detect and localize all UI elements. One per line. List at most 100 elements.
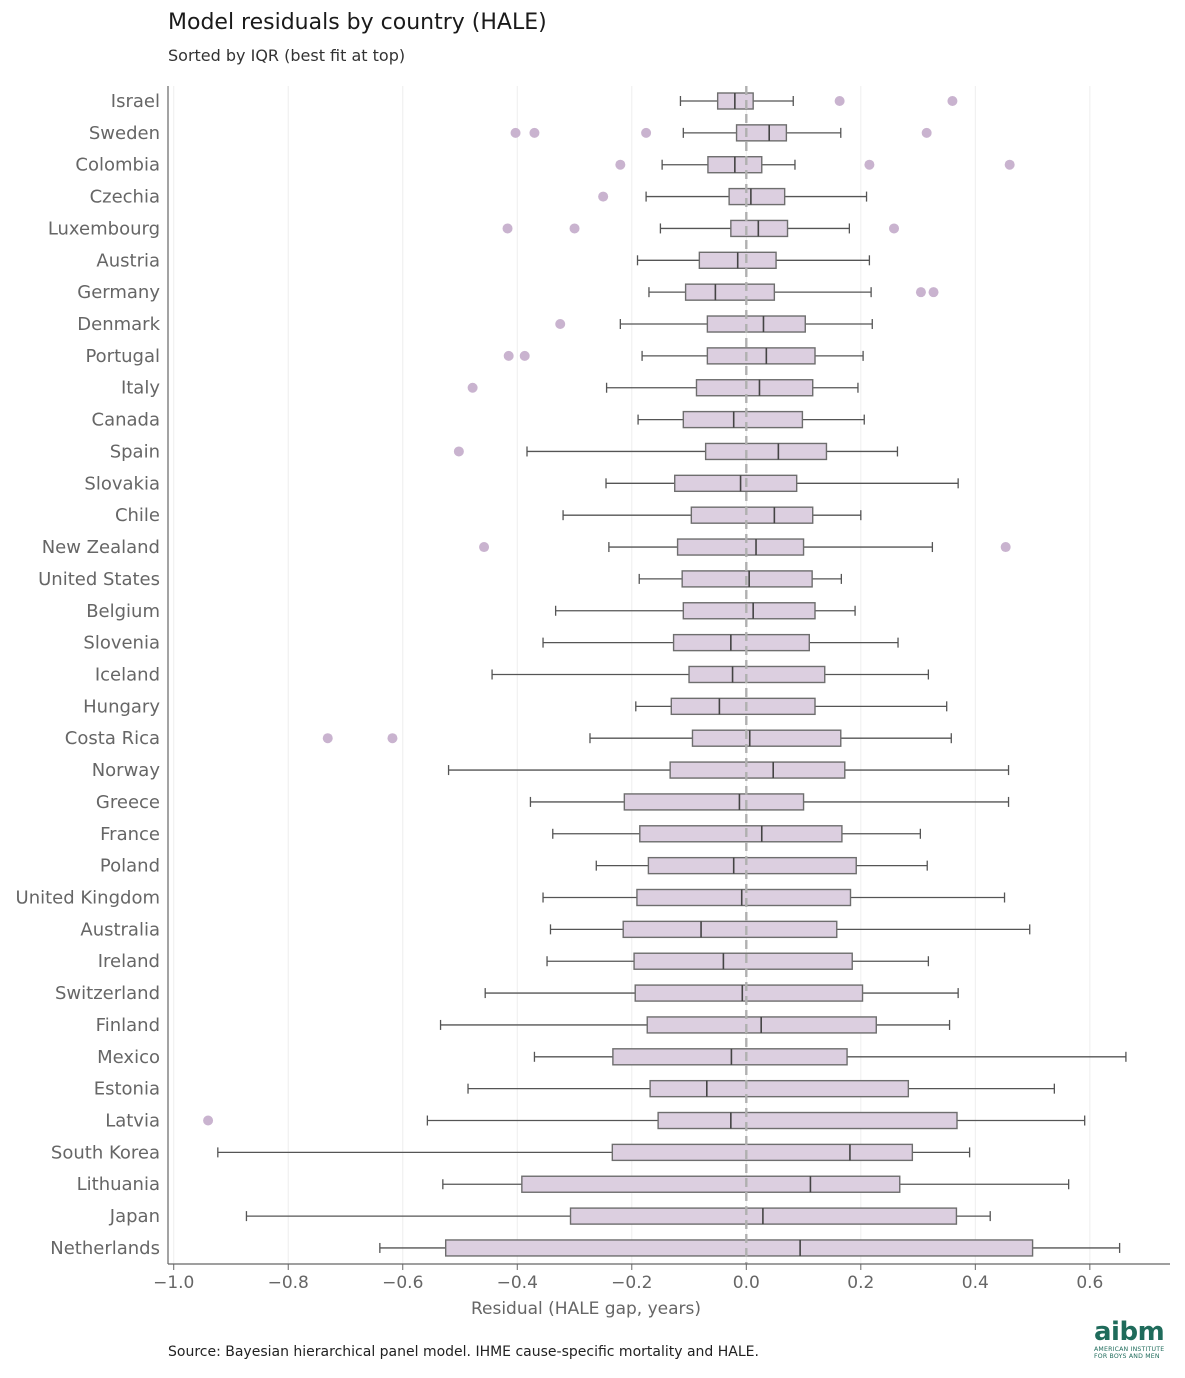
box-slovenia	[672, 633, 810, 652]
box-united-kingdom	[636, 888, 852, 907]
country-label-greece: Greece	[96, 792, 160, 813]
box-czechia	[728, 187, 786, 206]
country-label-sweden: Sweden	[89, 123, 160, 144]
box-sweden	[735, 124, 788, 142]
country-label-poland: Poland	[100, 856, 160, 877]
country-label-japan: Japan	[109, 1206, 160, 1227]
box-norway	[669, 761, 846, 779]
country-label-colombia: Colombia	[75, 155, 160, 176]
x-tick-labels: −1.0 −0.8 −0.6 −0.4 −0.2 0.0 0.2 0.4 0.6	[153, 1273, 1103, 1293]
box-chile	[690, 506, 814, 524]
box-costa-rica	[691, 729, 842, 747]
outlier-sweden-3	[921, 127, 932, 138]
box-portugal	[706, 347, 816, 365]
country-label-belgium: Belgium	[86, 601, 160, 622]
country-label-spain: Spain	[110, 441, 160, 462]
country-label-new-zealand: New Zealand	[42, 537, 160, 558]
outlier-germany-0	[915, 287, 926, 298]
box-luxembourg	[730, 219, 789, 238]
country-label-denmark: Denmark	[77, 314, 160, 335]
outlier-colombia-2	[1004, 159, 1015, 170]
box-belgium	[682, 602, 816, 620]
whiskers-layer	[217, 96, 1127, 1253]
country-label-netherlands: Netherlands	[50, 1238, 160, 1259]
box-greece	[623, 793, 805, 811]
x-tick-label-7: 0.4	[962, 1273, 989, 1293]
x-tick-label-0: −1.0	[153, 1273, 194, 1293]
country-label-mexico: Mexico	[97, 1047, 160, 1068]
outliers-layer	[203, 86, 1015, 1264]
country-label-chile: Chile	[115, 505, 160, 526]
outlier-czechia-0	[598, 191, 609, 202]
box-south-korea	[611, 1143, 914, 1162]
outlier-sweden-2	[641, 127, 652, 138]
country-label-switzerland: Switzerland	[55, 983, 160, 1004]
outlier-italy-0	[467, 382, 478, 393]
country-label-estonia: Estonia	[94, 1079, 160, 1100]
country-label-hungary: Hungary	[83, 696, 160, 717]
x-tick-label-2: −0.6	[382, 1273, 423, 1293]
logo-subtext-line1: AMERICAN INSTITUTE	[1094, 1346, 1165, 1353]
aibm-logo: aibm AMERICAN INSTITUTE FOR BOYS AND MEN	[1094, 1318, 1174, 1360]
box-canada	[682, 410, 804, 429]
box-mexico	[612, 1048, 848, 1066]
box-germany	[684, 283, 776, 301]
logo-subtext-line2: FOR BOYS AND MEN	[1094, 1353, 1160, 1360]
chart-title: Model residuals by country (HALE)	[168, 10, 547, 35]
country-label-ireland: Ireland	[98, 951, 160, 972]
chart-subtitle: Sorted by IQR (best fit at top)	[168, 46, 406, 65]
outlier-sweden-0	[510, 127, 521, 138]
country-label-austria: Austria	[96, 250, 160, 271]
box-estonia	[649, 1079, 910, 1098]
country-label-luxembourg: Luxembourg	[48, 218, 160, 239]
box-new-zealand	[676, 538, 805, 556]
outlier-israel-1	[947, 96, 958, 106]
outlier-new-zealand-1	[1000, 542, 1011, 553]
country-label-lithuania: Lithuania	[77, 1174, 160, 1195]
outlier-colombia-0	[615, 159, 626, 170]
outlier-costa-rica-1	[387, 733, 398, 744]
box-iceland	[688, 665, 826, 684]
country-label-czechia: Czechia	[90, 187, 160, 208]
outlier-portugal-1	[519, 350, 530, 361]
box-poland	[647, 856, 857, 875]
outlier-spain-0	[453, 446, 464, 457]
box-france	[639, 825, 843, 843]
box-netherlands	[444, 1239, 1034, 1257]
country-label-south-korea: South Korea	[51, 1142, 160, 1163]
outlier-luxembourg-2	[889, 223, 900, 234]
country-label-finland: Finland	[96, 1015, 160, 1036]
logo-wordmark: aibm	[1094, 1317, 1165, 1347]
box-switzerland	[634, 984, 864, 1002]
country-label-united-states: United States	[38, 569, 160, 590]
box-australia	[622, 920, 838, 939]
outlier-colombia-1	[864, 159, 875, 170]
country-label-norway: Norway	[92, 760, 161, 781]
box-ireland	[633, 952, 853, 970]
axes-layer	[167, 86, 1170, 1270]
country-labels: Israel Sweden Colombia Czechia Luxembourg Aus…	[16, 91, 161, 1259]
box-hungary	[670, 697, 816, 716]
outlier-luxembourg-0	[502, 223, 513, 234]
country-label-australia: Australia	[80, 919, 160, 940]
country-label-israel: Israel	[111, 91, 160, 112]
x-tick-label-3: −0.4	[497, 1273, 538, 1293]
country-label-slovenia: Slovenia	[83, 633, 160, 654]
country-label-slovakia: Slovakia	[84, 473, 160, 494]
outlier-denmark-0	[555, 319, 566, 330]
x-tick-label-5: 0.0	[733, 1273, 760, 1293]
x-tick-label-8: 0.6	[1076, 1273, 1103, 1293]
box-lithuania	[521, 1175, 901, 1193]
box-slovakia	[674, 474, 798, 493]
outlier-luxembourg-1	[569, 223, 580, 234]
x-tick-label-1: −0.8	[268, 1273, 309, 1293]
country-label-latvia: Latvia	[105, 1111, 160, 1132]
box-italy	[695, 379, 814, 397]
country-label-france: France	[100, 824, 160, 845]
box-spain	[704, 442, 828, 461]
country-label-italy: Italy	[121, 378, 160, 399]
country-label-portugal: Portugal	[85, 346, 160, 367]
x-tick-label-4: −0.2	[611, 1273, 652, 1293]
outlier-latvia-0	[203, 1115, 214, 1126]
